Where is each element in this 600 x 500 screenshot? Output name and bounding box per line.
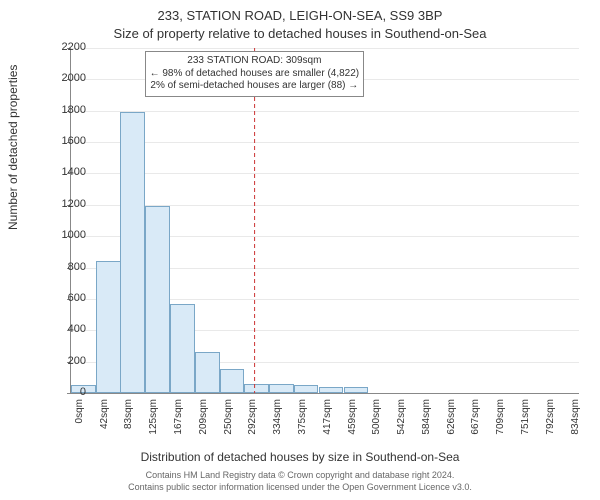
ytick-label: 1400 [46,166,86,178]
xtick-label: 83sqm [123,399,134,447]
x-axis-label: Distribution of detached houses by size … [0,450,600,464]
xtick-label: 751sqm [520,399,531,447]
footer-line1: Contains HM Land Registry data © Crown c… [0,470,600,480]
ytick-label: 400 [46,323,86,335]
reference-line [71,48,579,393]
xtick-label: 375sqm [297,399,308,447]
xtick-label: 250sqm [223,399,234,447]
xtick-label: 42sqm [99,399,110,447]
ytick-label: 2000 [46,72,86,84]
ytick-label: 600 [46,292,86,304]
chart-title-line1: 233, STATION ROAD, LEIGH-ON-SEA, SS9 3BP [0,8,600,23]
xtick-label: 667sqm [470,399,481,447]
xtick-label: 500sqm [371,399,382,447]
plot-area: 233 STATION ROAD: 309sqm← 98% of detache… [70,48,579,394]
xtick-label: 834sqm [570,399,581,447]
ytick-label: 1000 [46,229,86,241]
xtick-label: 792sqm [545,399,556,447]
ytick-label: 1200 [46,198,86,210]
xtick-label: 125sqm [148,399,159,447]
annotation-box: 233 STATION ROAD: 309sqm← 98% of detache… [145,51,365,97]
xtick-label: 292sqm [247,399,258,447]
ytick-label: 0 [46,386,86,398]
annotation-line2: ← 98% of detached houses are smaller (4,… [150,68,360,81]
y-axis-label: Number of detached properties [6,65,20,230]
xtick-label: 542sqm [396,399,407,447]
xtick-label: 0sqm [74,399,85,447]
footer-line2: Contains public sector information licen… [0,482,600,492]
xtick-label: 584sqm [421,399,432,447]
xtick-label: 417sqm [322,399,333,447]
xtick-label: 626sqm [446,399,457,447]
xtick-label: 459sqm [347,399,358,447]
xtick-label: 334sqm [272,399,283,447]
ytick-label: 800 [46,261,86,273]
chart-title-line2: Size of property relative to detached ho… [0,26,600,41]
xtick-label: 209sqm [198,399,209,447]
xtick-label: 709sqm [495,399,506,447]
ytick-label: 200 [46,355,86,367]
ytick-label: 1800 [46,104,86,116]
ytick-label: 1600 [46,135,86,147]
ytick-label: 2200 [46,41,86,53]
annotation-line1: 233 STATION ROAD: 309sqm [150,55,360,68]
annotation-line3: 2% of semi-detached houses are larger (8… [150,80,360,93]
xtick-label: 167sqm [173,399,184,447]
